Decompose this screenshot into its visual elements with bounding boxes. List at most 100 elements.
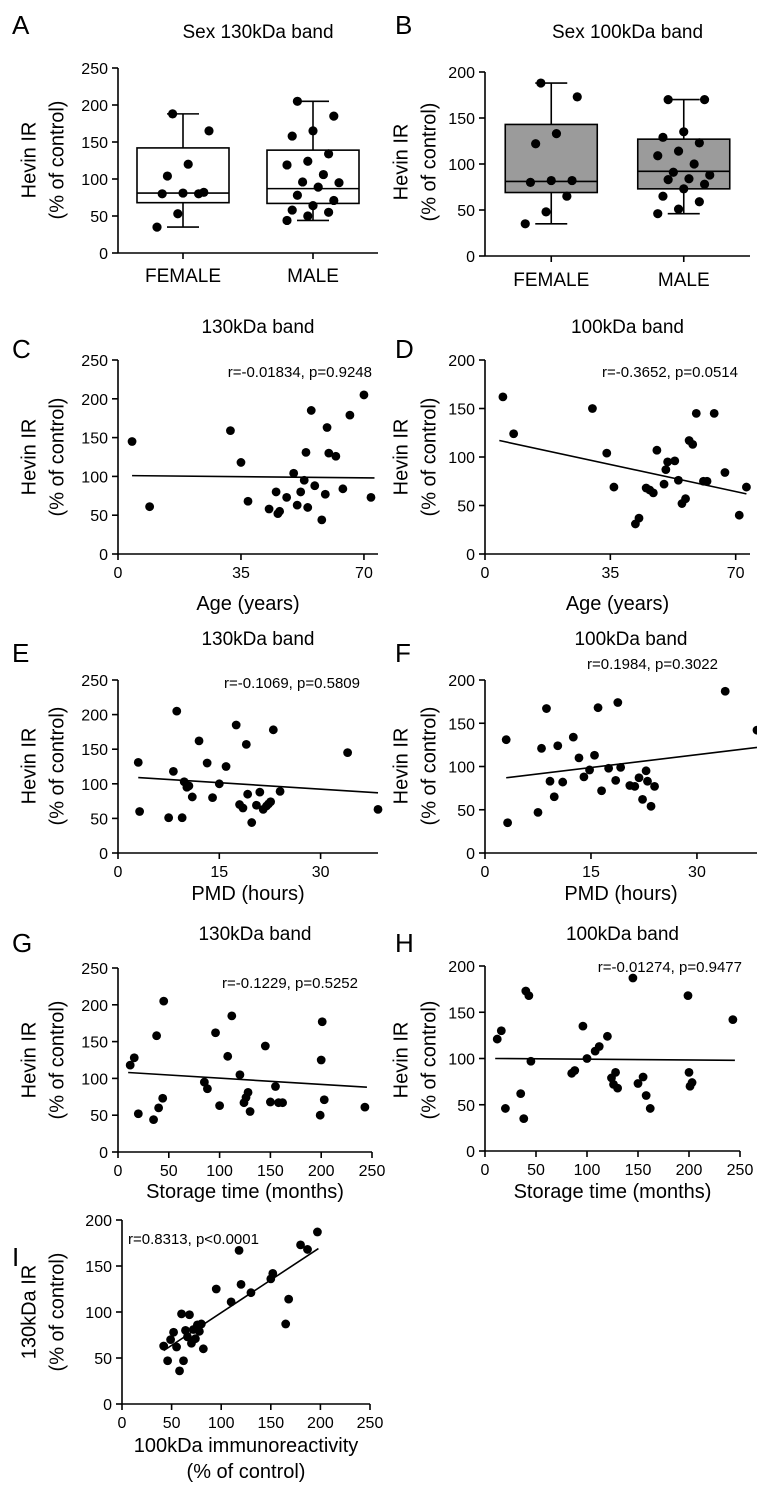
data-point [593, 703, 603, 713]
y-tick-label: 100 [81, 777, 108, 794]
data-point [641, 1091, 651, 1100]
x-tick-label: 70 [355, 565, 373, 582]
y-tick-label: 50 [457, 803, 475, 820]
data-point [638, 1072, 648, 1082]
data-point [292, 190, 302, 200]
data-point [296, 1240, 305, 1250]
data-point [646, 801, 656, 811]
y-axis-label: (% of control) [418, 398, 440, 517]
data-point [158, 1093, 168, 1103]
data-point [492, 1034, 502, 1044]
data-point [315, 1110, 325, 1120]
x-tick-label: 200 [676, 1162, 703, 1179]
y-axis-label: (% of control) [46, 1253, 68, 1372]
data-point [221, 762, 231, 771]
data-point [133, 757, 143, 767]
data-point [526, 1056, 536, 1066]
y-tick-label: 50 [90, 209, 108, 226]
data-point [699, 95, 710, 105]
y-tick-label: 200 [81, 998, 108, 1015]
data-point [694, 138, 704, 148]
data-point [679, 184, 689, 194]
data-point [236, 458, 246, 467]
data-point [687, 1078, 697, 1087]
data-point [183, 159, 193, 169]
data-point [178, 188, 188, 198]
y-tick-label: 0 [466, 547, 475, 564]
y-tick-label: 100 [81, 172, 108, 189]
data-point [641, 766, 651, 776]
y-tick-label: 50 [90, 811, 108, 828]
data-point [135, 807, 145, 816]
data-point [282, 215, 292, 226]
data-point [177, 1309, 186, 1319]
panel-d: D 100kDa band Hevin IR (% of control) 0 50 100… [390, 317, 751, 615]
data-point [663, 95, 673, 105]
data-point [204, 126, 214, 136]
x-tick-label: 250 [357, 1415, 384, 1432]
data-point [329, 111, 339, 121]
data-point [298, 177, 308, 187]
y-tick-label: 50 [457, 203, 475, 220]
data-point [154, 1103, 164, 1113]
data-point [524, 991, 534, 1000]
data-point [199, 1077, 209, 1087]
data-point [214, 779, 224, 789]
data-point [633, 1079, 643, 1088]
data-point [318, 169, 328, 180]
y-tick-label: 50 [90, 508, 108, 525]
data-point [194, 736, 204, 746]
y-tick-label: 150 [448, 111, 475, 128]
x-tick-label: 15 [582, 864, 600, 881]
y-tick-label: 150 [448, 716, 475, 733]
data-point [616, 762, 626, 772]
data-point [630, 781, 640, 791]
x-tick-label: 15 [210, 864, 228, 881]
y-axis-label: (% of control) [46, 398, 68, 517]
data-point [168, 766, 178, 776]
panel-f: F 100kDa band Hevin IR (% of control) 0 50 100… [390, 629, 757, 905]
y-tick-label: 0 [466, 249, 475, 266]
data-point [588, 404, 597, 413]
data-point [275, 787, 285, 796]
data-point [689, 159, 699, 169]
x-tick-label: 0 [114, 864, 123, 881]
chart-title: 130kDa band [198, 924, 311, 945]
x-axis-label: Age (years) [196, 593, 299, 615]
y-tick-label: 50 [90, 1108, 108, 1125]
x-tick-label: 200 [307, 1415, 334, 1432]
panel-g: G 130kDa band Hevin IR (% of control) 0 50 100… [12, 924, 385, 1203]
data-point [281, 1319, 291, 1329]
x-tick-label: 250 [727, 1162, 754, 1179]
x-tick-label: 0 [481, 1162, 490, 1179]
data-point [159, 1341, 169, 1351]
data-point [652, 445, 662, 455]
data-point [613, 698, 623, 707]
data-point [562, 191, 572, 201]
panel-letter: A [12, 10, 30, 40]
data-point [133, 1109, 143, 1119]
data-point [268, 1268, 278, 1278]
regression-line [499, 439, 747, 495]
x-tick-label: 0 [114, 565, 123, 582]
panel-h: H 100kDa band Hevin IR (% of control) 0 50 100… [390, 924, 753, 1203]
data-point [549, 792, 559, 802]
data-point [645, 1104, 655, 1113]
data-point [568, 732, 578, 742]
data-point [306, 406, 316, 415]
data-point [324, 207, 334, 217]
data-point [628, 973, 638, 983]
data-point [345, 410, 355, 420]
chart-title: Sex 130kDa band [182, 22, 333, 43]
data-point [653, 151, 663, 161]
data-point [175, 1366, 184, 1376]
data-point [536, 78, 546, 88]
x-axis-label: Storage time (months) [514, 1181, 712, 1203]
data-point [308, 126, 318, 136]
data-point [317, 1017, 327, 1027]
data-point [503, 818, 513, 828]
data-point [252, 800, 261, 810]
panel-letter: B [395, 10, 412, 40]
data-point [604, 763, 614, 773]
